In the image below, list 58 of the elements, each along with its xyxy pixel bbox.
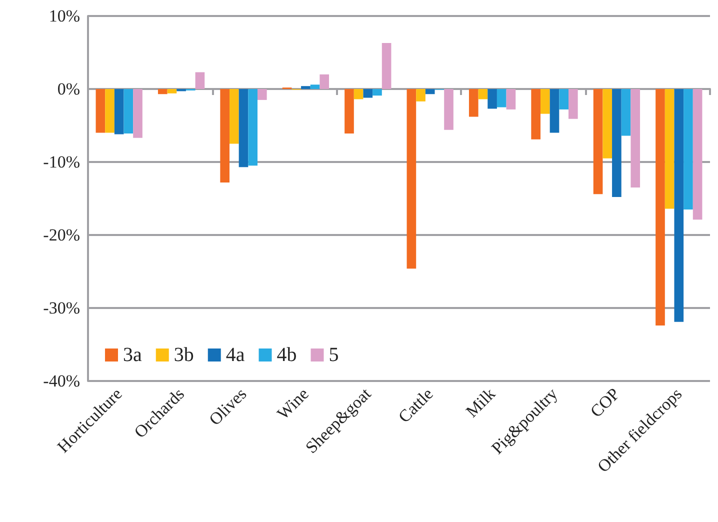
bar bbox=[220, 89, 230, 182]
bar bbox=[674, 89, 684, 322]
bar bbox=[656, 89, 665, 326]
bar bbox=[372, 89, 382, 96]
y-tick-label: -10% bbox=[43, 152, 80, 172]
legend-label: 4a bbox=[226, 344, 245, 366]
bar bbox=[559, 89, 568, 110]
x-tick-label: Wine bbox=[273, 384, 312, 424]
bar bbox=[406, 89, 416, 269]
y-tick-label: 10% bbox=[48, 6, 80, 26]
y-tick-label: -20% bbox=[43, 226, 80, 244]
bar bbox=[96, 89, 106, 133]
bar bbox=[692, 89, 702, 220]
legend-label: 5 bbox=[328, 344, 339, 366]
bar bbox=[238, 89, 248, 168]
x-tick-label: COP bbox=[586, 384, 624, 422]
bar bbox=[550, 89, 560, 133]
bar bbox=[425, 89, 435, 94]
bar bbox=[621, 89, 631, 136]
bar bbox=[230, 89, 239, 144]
bar bbox=[167, 89, 177, 94]
bar bbox=[301, 86, 310, 89]
bar bbox=[664, 89, 674, 209]
y-tick-label: 0% bbox=[57, 80, 80, 98]
bar bbox=[363, 89, 373, 98]
bar bbox=[257, 89, 267, 100]
bar bbox=[158, 89, 168, 94]
bar bbox=[124, 89, 134, 134]
bar bbox=[248, 89, 258, 166]
bar bbox=[684, 89, 693, 210]
bar bbox=[478, 89, 488, 100]
bar bbox=[344, 89, 354, 134]
bar bbox=[488, 89, 497, 109]
bar bbox=[114, 89, 124, 134]
bar bbox=[320, 74, 330, 89]
bar bbox=[310, 84, 320, 89]
bar bbox=[354, 89, 364, 100]
bar bbox=[602, 89, 612, 158]
legend-label: 3b bbox=[174, 344, 194, 366]
y-tick-label: -30% bbox=[43, 298, 80, 318]
bar bbox=[540, 89, 550, 114]
bar bbox=[496, 89, 506, 108]
bar bbox=[468, 89, 478, 117]
bar bbox=[416, 89, 426, 102]
bar bbox=[612, 89, 622, 198]
bar bbox=[531, 89, 541, 140]
bar bbox=[195, 72, 205, 89]
bar bbox=[630, 89, 640, 188]
bar bbox=[382, 43, 392, 89]
bar bbox=[593, 89, 603, 194]
y-tick-label: -40% bbox=[43, 372, 80, 390]
bar bbox=[568, 89, 578, 119]
bar bbox=[133, 89, 142, 138]
bar bbox=[506, 89, 516, 110]
bar bbox=[444, 89, 454, 130]
legend-label: 4b bbox=[276, 344, 297, 366]
legend-label: 3a bbox=[123, 344, 142, 366]
bar bbox=[105, 89, 114, 133]
